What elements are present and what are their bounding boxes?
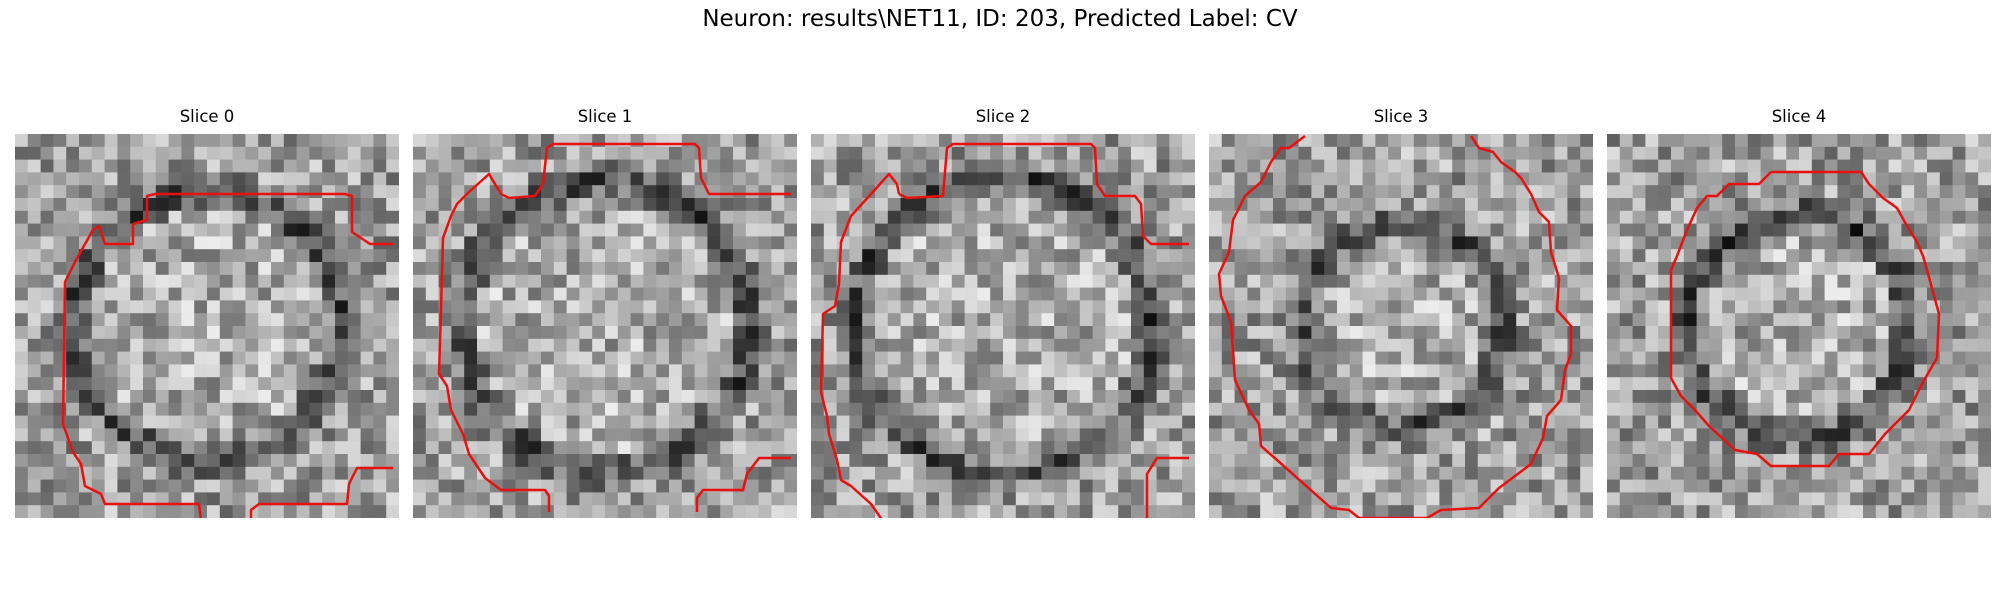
slice-image — [15, 134, 399, 518]
slice-image — [413, 134, 797, 518]
figure-title: Neuron: results\NET11, ID: 203, Predicte… — [702, 6, 1298, 32]
slice-title: Slice 0 — [179, 107, 235, 126]
slice-title: Slice 1 — [577, 107, 633, 126]
slice-title: Slice 4 — [1771, 107, 1827, 126]
slice-image — [811, 134, 1195, 518]
slice-image — [1607, 134, 1991, 518]
slice-title: Slice 3 — [1373, 107, 1429, 126]
slice-title: Slice 2 — [975, 107, 1031, 126]
slice-image — [1209, 134, 1593, 518]
